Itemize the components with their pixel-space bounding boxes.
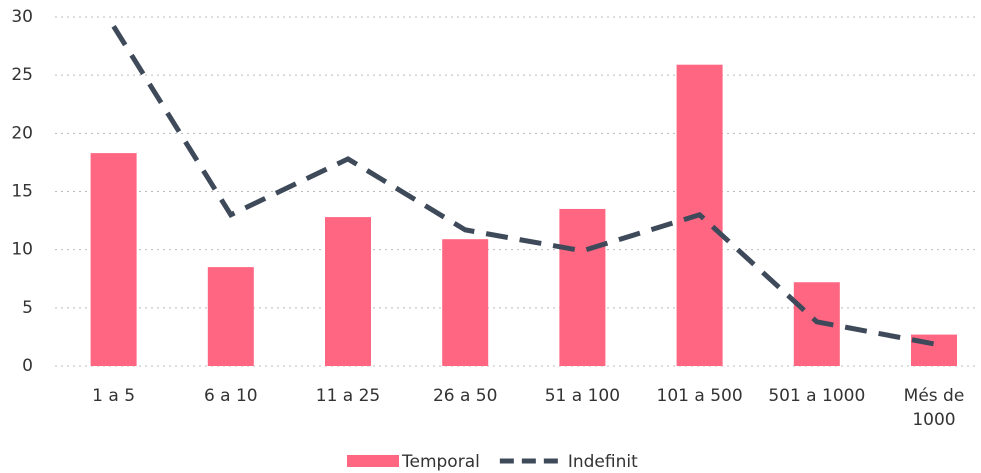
x-tick-label: 101 a 500 [656,386,743,406]
x-tick-label: 51 a 100 [544,386,621,406]
y-tick-label: 25 [11,65,33,85]
bar [207,267,254,366]
y-tick-label: 0 [22,356,33,376]
bar [559,208,606,366]
bar [90,153,137,366]
x-tick-label: 26 a 50 [432,386,498,406]
x-tick-label: 1 a 5 [92,386,136,406]
bar [442,239,489,366]
y-tick-label: 20 [11,123,33,143]
y-tick-label: 5 [22,298,33,318]
y-tick-label: 15 [11,182,33,202]
x-tick-label: 11 a 25 [315,386,381,406]
legend-label: Indefinit [568,452,638,472]
x-tick-label: Més de 1000 [903,386,965,430]
bar [325,217,371,366]
y-tick-label: 10 [11,240,33,260]
x-tick-label: 501 a 1000 [768,386,866,406]
legend-swatch [347,455,399,467]
y-tick-label: 30 [11,7,33,27]
line [111,24,935,347]
legend-label: Temporal [401,452,480,472]
x-tick-label: 6 a 10 [203,386,258,406]
